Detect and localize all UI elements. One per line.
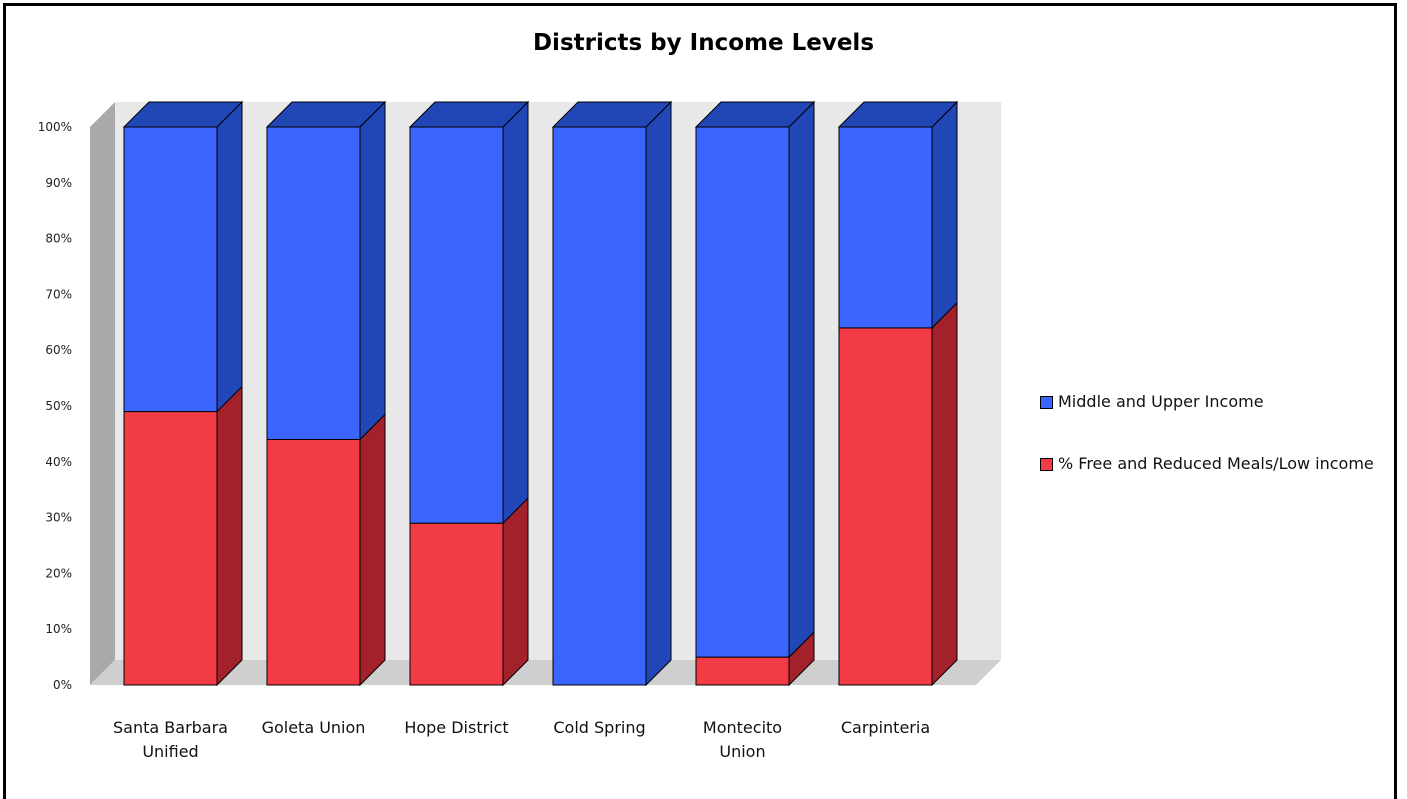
bar-middle-upper-income (123, 126, 218, 413)
bar-middle-upper-income (838, 126, 933, 329)
chart-legend: Middle and Upper Income % Free and Reduce… (1040, 390, 1380, 514)
y-tick-label: 10% (45, 622, 72, 636)
bar-middle-upper-income-top (551, 101, 673, 128)
bar-low-income (266, 438, 361, 686)
y-tick-label: 40% (45, 455, 72, 469)
bar-low-income (409, 522, 504, 686)
bar-middle-upper-income-top (122, 101, 244, 128)
bar-middle-upper-income-side (216, 100, 243, 413)
bar-middle-upper-income-top (265, 101, 387, 128)
legend-label: % Free and Reduced Meals/Low income (1058, 454, 1374, 473)
bar-middle-upper-income (695, 126, 790, 658)
bar-middle-upper-income (552, 126, 647, 686)
bar-middle-upper-income-top (694, 101, 816, 128)
category-label: Carpinteria (841, 718, 930, 737)
y-tick-label: 50% (45, 399, 72, 413)
bar-middle-upper-income (266, 126, 361, 440)
legend-swatch (1040, 396, 1053, 409)
bar-middle-upper-income-side (645, 100, 672, 687)
y-tick-label: 30% (45, 511, 72, 525)
bar-low-income (695, 656, 790, 686)
legend-item: % Free and Reduced Meals/Low income (1040, 452, 1380, 476)
category-label: Cold Spring (553, 718, 645, 737)
bar-low-income (838, 327, 933, 686)
category-label: Montecito Union (703, 718, 782, 761)
y-tick-label: 90% (45, 176, 72, 190)
legend-label: Middle and Upper Income (1058, 392, 1264, 411)
bar-low-income (123, 411, 218, 686)
bar-middle-upper-income-side (359, 100, 386, 441)
side-wall (90, 102, 115, 685)
bar-low-income-side (502, 496, 529, 687)
legend-item: Middle and Upper Income (1040, 390, 1380, 414)
bar-low-income-side (359, 413, 386, 687)
y-tick-label: 80% (45, 232, 72, 246)
bar-middle-upper-income (409, 126, 504, 524)
bar-low-income-side (216, 385, 243, 687)
bar-middle-upper-income-side (788, 100, 815, 659)
category-label: Hope District (404, 718, 508, 737)
y-tick-label: 100% (38, 120, 72, 134)
y-tick-label: 70% (45, 287, 72, 301)
legend-swatch (1040, 458, 1053, 471)
bar-middle-upper-income-top (408, 101, 530, 128)
bar-middle-upper-income-side (931, 100, 958, 330)
y-tick-label: 0% (53, 678, 72, 692)
bar-low-income-side (931, 301, 958, 687)
category-label: Santa Barbara Unified (113, 718, 228, 761)
category-label: Goleta Union (262, 718, 366, 737)
chart-title: Districts by Income Levels (532, 30, 875, 56)
bar-middle-upper-income-side (502, 100, 529, 525)
y-tick-label: 20% (45, 566, 72, 580)
bar-middle-upper-income-top (837, 101, 959, 128)
y-tick-label: 60% (45, 343, 72, 357)
